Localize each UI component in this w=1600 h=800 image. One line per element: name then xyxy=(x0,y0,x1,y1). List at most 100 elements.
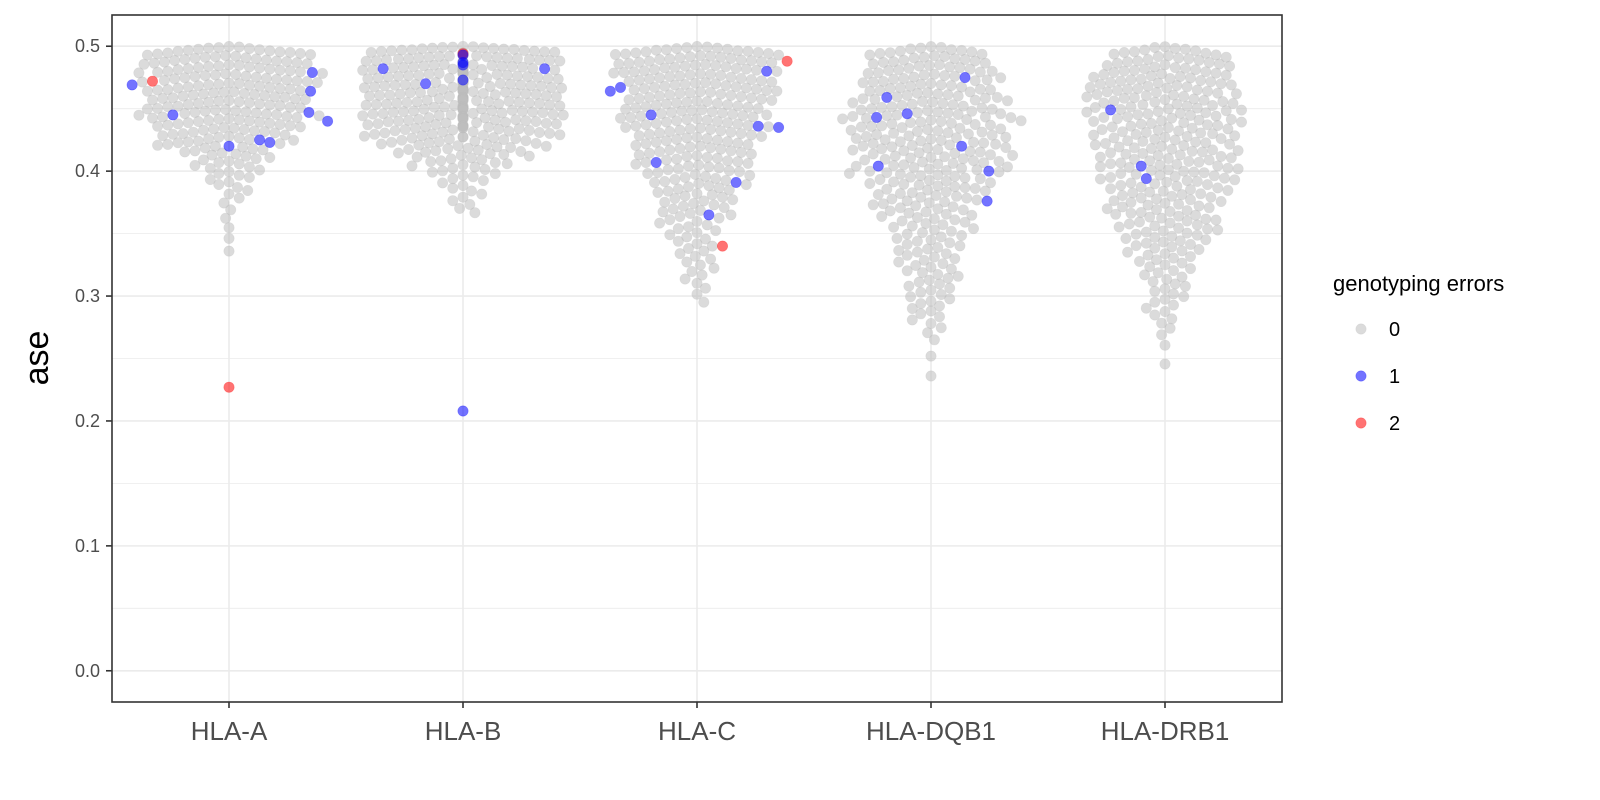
data-point xyxy=(189,71,201,83)
data-point xyxy=(905,152,917,164)
data-point xyxy=(1215,133,1227,145)
data-point xyxy=(440,117,452,129)
data-point xyxy=(950,190,962,202)
data-point xyxy=(979,92,991,104)
data-point xyxy=(1186,145,1198,157)
data-point xyxy=(747,111,759,123)
data-point xyxy=(1118,46,1130,58)
data-point xyxy=(898,145,910,157)
data-point xyxy=(906,314,918,326)
data-point xyxy=(264,152,276,164)
data-point xyxy=(933,300,945,312)
data-point xyxy=(1088,129,1100,141)
data-point xyxy=(710,78,722,90)
y-tick-label: 0.2 xyxy=(75,411,100,431)
legend-label: 0 xyxy=(1389,319,1400,341)
data-point xyxy=(1147,276,1159,288)
data-point xyxy=(672,163,684,175)
data-point xyxy=(633,93,645,105)
data-point xyxy=(484,148,496,160)
data-point xyxy=(445,153,457,165)
data-point xyxy=(1115,75,1127,87)
data-point-error-1 xyxy=(956,140,968,152)
data-point xyxy=(420,146,432,158)
data-point xyxy=(1120,233,1132,245)
data-point xyxy=(1091,89,1103,101)
data-point xyxy=(694,204,706,216)
data-point xyxy=(1000,131,1012,143)
data-point xyxy=(1007,149,1019,161)
data-point xyxy=(623,94,635,106)
data-point xyxy=(888,127,900,139)
data-point xyxy=(1108,67,1120,79)
data-point xyxy=(681,256,693,268)
data-point xyxy=(935,115,947,127)
data-point xyxy=(928,50,940,62)
data-point xyxy=(991,91,1003,103)
data-point xyxy=(928,224,940,236)
data-point xyxy=(1145,143,1157,155)
data-point xyxy=(237,141,249,153)
data-point xyxy=(916,95,928,107)
data-point xyxy=(1151,193,1163,205)
data-point-error-1 xyxy=(752,120,764,132)
data-point xyxy=(660,154,672,166)
data-point xyxy=(952,90,964,102)
data-point xyxy=(947,201,959,213)
data-point xyxy=(1190,45,1202,57)
data-point xyxy=(179,108,191,120)
data-point xyxy=(162,119,174,131)
data-point xyxy=(1101,86,1113,98)
data-point xyxy=(1130,168,1142,180)
data-point xyxy=(867,148,879,160)
data-point xyxy=(486,105,498,117)
data-point xyxy=(969,182,981,194)
data-point xyxy=(1000,142,1012,154)
data-point xyxy=(1123,218,1135,230)
data-point xyxy=(413,139,425,151)
data-point xyxy=(1122,111,1134,123)
data-point xyxy=(454,202,466,214)
data-point xyxy=(679,190,691,202)
data-point xyxy=(250,153,262,165)
data-point xyxy=(172,45,184,57)
data-point xyxy=(911,235,923,247)
data-point xyxy=(773,49,785,61)
data-point xyxy=(233,192,245,204)
data-point xyxy=(620,121,632,133)
data-point xyxy=(950,132,962,144)
data-point xyxy=(1208,170,1220,182)
data-point xyxy=(932,125,944,137)
data-point xyxy=(406,160,418,172)
data-point xyxy=(693,159,705,171)
data-point xyxy=(179,146,191,158)
data-point xyxy=(1173,222,1185,234)
data-point xyxy=(740,63,752,75)
data-point xyxy=(932,169,944,181)
data-point xyxy=(915,135,927,147)
data-point xyxy=(1164,322,1176,334)
data-point xyxy=(530,137,542,149)
data-point xyxy=(696,104,708,116)
data-point xyxy=(933,311,945,323)
data-point xyxy=(1215,150,1227,162)
data-point xyxy=(694,259,706,271)
data-point xyxy=(901,249,913,261)
data-point xyxy=(549,46,561,58)
data-point xyxy=(935,288,947,300)
data-point xyxy=(537,107,549,119)
data-point xyxy=(896,122,908,134)
data-point xyxy=(915,286,927,298)
data-point xyxy=(1105,76,1117,88)
data-point xyxy=(630,47,642,59)
data-point xyxy=(471,95,483,107)
data-point xyxy=(682,243,694,255)
data-point xyxy=(257,144,269,156)
data-point xyxy=(986,65,998,77)
data-point xyxy=(903,62,915,74)
data-point xyxy=(358,130,370,142)
data-point xyxy=(669,173,681,185)
y-tick-label: 0.0 xyxy=(75,661,100,681)
data-point xyxy=(691,238,703,250)
data-point xyxy=(679,273,691,285)
